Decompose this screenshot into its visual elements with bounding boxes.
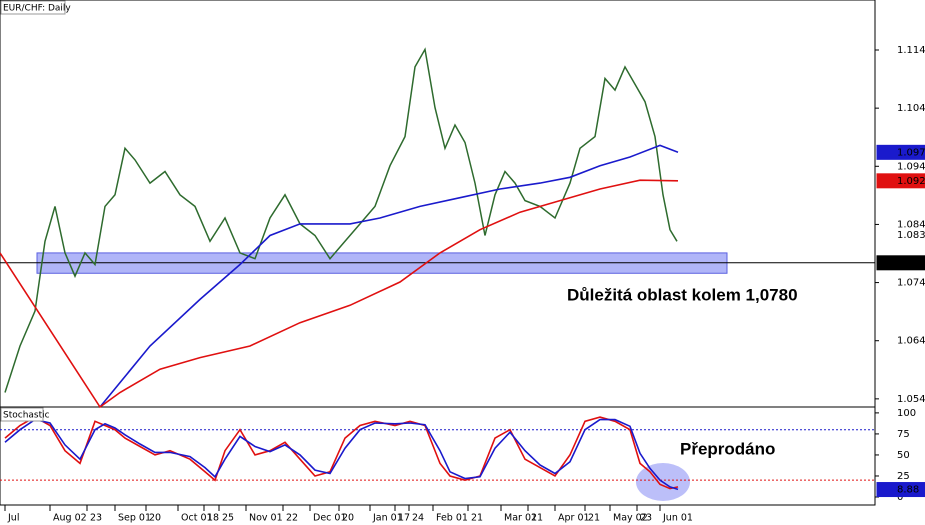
x-tick-label: Apr 01 bbox=[558, 513, 590, 524]
y-tick-label: 75 bbox=[897, 429, 910, 440]
series-line bbox=[4, 47, 678, 393]
price-marker bbox=[876, 173, 925, 189]
x-tick-label: 23 bbox=[640, 513, 652, 524]
x-tick-label: 23 bbox=[90, 513, 102, 524]
x-tick-label: 20 bbox=[342, 513, 354, 524]
x-tick-label: May 02 bbox=[613, 513, 648, 524]
price-marker-label: 1.0783 bbox=[897, 258, 925, 269]
x-tick-label: Mar 01 bbox=[504, 513, 537, 524]
x-tick-label: Dec 01 bbox=[313, 513, 347, 524]
y-tick-label: 1.0749 bbox=[897, 278, 925, 289]
annotation: Důležitá oblast kolem 1,0780 bbox=[567, 285, 798, 304]
x-tick-label: Sep 01 bbox=[118, 513, 151, 524]
x-tick-label: 21 bbox=[531, 513, 543, 524]
title-bg bbox=[0, 0, 66, 15]
price-marker bbox=[876, 482, 925, 498]
x-tick-label: Jul bbox=[7, 513, 19, 524]
x-tick-label: 24 bbox=[412, 513, 424, 524]
x-tick-label: Aug 02 bbox=[53, 513, 87, 524]
y-tick-label: 1.1149 bbox=[897, 45, 925, 56]
series-line bbox=[4, 416, 679, 490]
x-tick-label: Oct 01 bbox=[181, 513, 213, 524]
y-tick-label: 0 bbox=[897, 492, 903, 503]
frame bbox=[0, 0, 876, 506]
price-marker bbox=[876, 227, 925, 243]
y-tick-label: 1.0849 bbox=[897, 219, 925, 230]
annotation: Přeprodáno bbox=[680, 439, 775, 458]
y-tick-label: 1.1049 bbox=[897, 103, 925, 114]
series-line bbox=[99, 144, 679, 408]
price-marker-label: 1.0973 bbox=[897, 147, 925, 158]
price-marker bbox=[876, 144, 925, 160]
x-tick-label: 22 bbox=[286, 513, 298, 524]
y-tick-label: 1.0949 bbox=[897, 161, 925, 172]
x-tick-label: 21 bbox=[471, 513, 483, 524]
x-tick-label: 18 bbox=[207, 513, 219, 524]
panel-title: EUR/CHF: Daily bbox=[3, 4, 71, 14]
x-tick-label: Nov 01 bbox=[249, 513, 283, 524]
y-tick-label: 25 bbox=[897, 471, 910, 482]
price-marker-label: 8.88 bbox=[897, 485, 919, 496]
x-tick-label: Feb 01 bbox=[436, 513, 468, 524]
x-tick-label: 25 bbox=[222, 513, 234, 524]
x-tick-label: 21 bbox=[588, 513, 600, 524]
y-tick-label: 1.0549 bbox=[897, 394, 925, 405]
x-tick-label: 17 bbox=[398, 513, 410, 524]
price-marker-label: 1.0924 bbox=[897, 176, 925, 187]
y-tick-label: 50 bbox=[897, 450, 910, 461]
series-line bbox=[4, 418, 679, 491]
title-bg bbox=[0, 407, 44, 422]
series-line bbox=[0, 179, 679, 409]
y-tick-label: 1.0649 bbox=[897, 336, 925, 347]
price-marker bbox=[876, 255, 925, 271]
x-tick-label: Jun 01 bbox=[662, 513, 693, 524]
x-tick-label: 20 bbox=[149, 513, 161, 524]
y-tick-label: 100 bbox=[897, 408, 916, 419]
x-tick-label: Jan 01 bbox=[372, 513, 403, 524]
panel-title: Stochastic bbox=[3, 411, 50, 421]
